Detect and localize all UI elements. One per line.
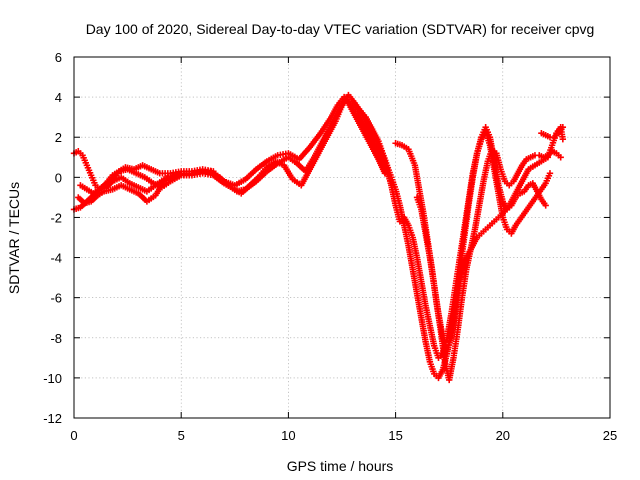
- x-tick-label: 20: [496, 428, 510, 443]
- y-tick-label: 4: [55, 90, 62, 105]
- data-point: [557, 154, 564, 161]
- data-point: [546, 170, 554, 177]
- x-tick-label: 15: [388, 428, 402, 443]
- chart-title: Day 100 of 2020, Sidereal Day-to-day VTE…: [86, 21, 595, 37]
- y-tick-label: -4: [50, 251, 62, 266]
- y-tick-label: -10: [43, 371, 62, 386]
- plot-frame: [73, 56, 611, 419]
- grid: [74, 57, 610, 418]
- x-tick-label: 25: [603, 428, 617, 443]
- series-track-4: [77, 95, 389, 197]
- data-points: [70, 91, 567, 384]
- x-axis-label: GPS time / hours: [287, 458, 394, 474]
- y-tick-label: 0: [55, 170, 62, 185]
- y-tick-label: -2: [50, 210, 62, 225]
- data-point: [559, 136, 567, 143]
- series-track-8: [413, 123, 567, 354]
- series-track-9: [538, 123, 567, 141]
- data-point: [542, 202, 549, 209]
- y-tick-label: -8: [50, 331, 62, 346]
- x-tick-label: 5: [178, 428, 185, 443]
- x-tick-label: 0: [70, 428, 77, 443]
- y-tick-label: 2: [55, 130, 62, 145]
- data-point: [559, 123, 567, 131]
- y-tick-label: -6: [50, 291, 62, 306]
- y-tick-label: 6: [55, 50, 62, 65]
- x-tick-label: 10: [281, 428, 295, 443]
- y-axis-label: SDTVAR / TECUs: [6, 182, 22, 294]
- y-tick-label: -12: [43, 411, 62, 426]
- axis-ticks: 0 5 10 15 20 25 -12 -10 -8 -6 -4 -2 0 2 4 6: [43, 50, 617, 443]
